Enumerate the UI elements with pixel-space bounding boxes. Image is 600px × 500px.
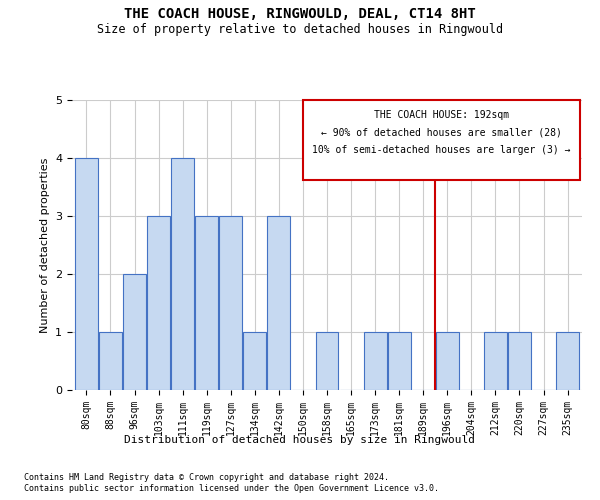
- Bar: [195, 216, 218, 390]
- Bar: [436, 332, 459, 390]
- Bar: [123, 274, 146, 390]
- Bar: [316, 332, 338, 390]
- Bar: [244, 332, 266, 390]
- Y-axis label: Number of detached properties: Number of detached properties: [40, 158, 50, 332]
- Bar: [508, 332, 531, 390]
- Text: THE COACH HOUSE, RINGWOULD, DEAL, CT14 8HT: THE COACH HOUSE, RINGWOULD, DEAL, CT14 8…: [124, 8, 476, 22]
- Bar: [484, 332, 507, 390]
- Text: THE COACH HOUSE: 192sqm: THE COACH HOUSE: 192sqm: [374, 110, 509, 120]
- Bar: [556, 332, 579, 390]
- FancyBboxPatch shape: [303, 100, 580, 180]
- Bar: [75, 158, 98, 390]
- Bar: [99, 332, 122, 390]
- Bar: [171, 158, 194, 390]
- Text: Contains HM Land Registry data © Crown copyright and database right 2024.: Contains HM Land Registry data © Crown c…: [24, 472, 389, 482]
- Bar: [268, 216, 290, 390]
- Text: Distribution of detached houses by size in Ringwould: Distribution of detached houses by size …: [125, 435, 476, 445]
- Text: Size of property relative to detached houses in Ringwould: Size of property relative to detached ho…: [97, 22, 503, 36]
- Bar: [220, 216, 242, 390]
- Bar: [147, 216, 170, 390]
- Text: 10% of semi-detached houses are larger (3) →: 10% of semi-detached houses are larger (…: [312, 145, 571, 155]
- Text: ← 90% of detached houses are smaller (28): ← 90% of detached houses are smaller (28…: [321, 128, 562, 138]
- Bar: [388, 332, 410, 390]
- Bar: [364, 332, 386, 390]
- Text: Contains public sector information licensed under the Open Government Licence v3: Contains public sector information licen…: [24, 484, 439, 493]
